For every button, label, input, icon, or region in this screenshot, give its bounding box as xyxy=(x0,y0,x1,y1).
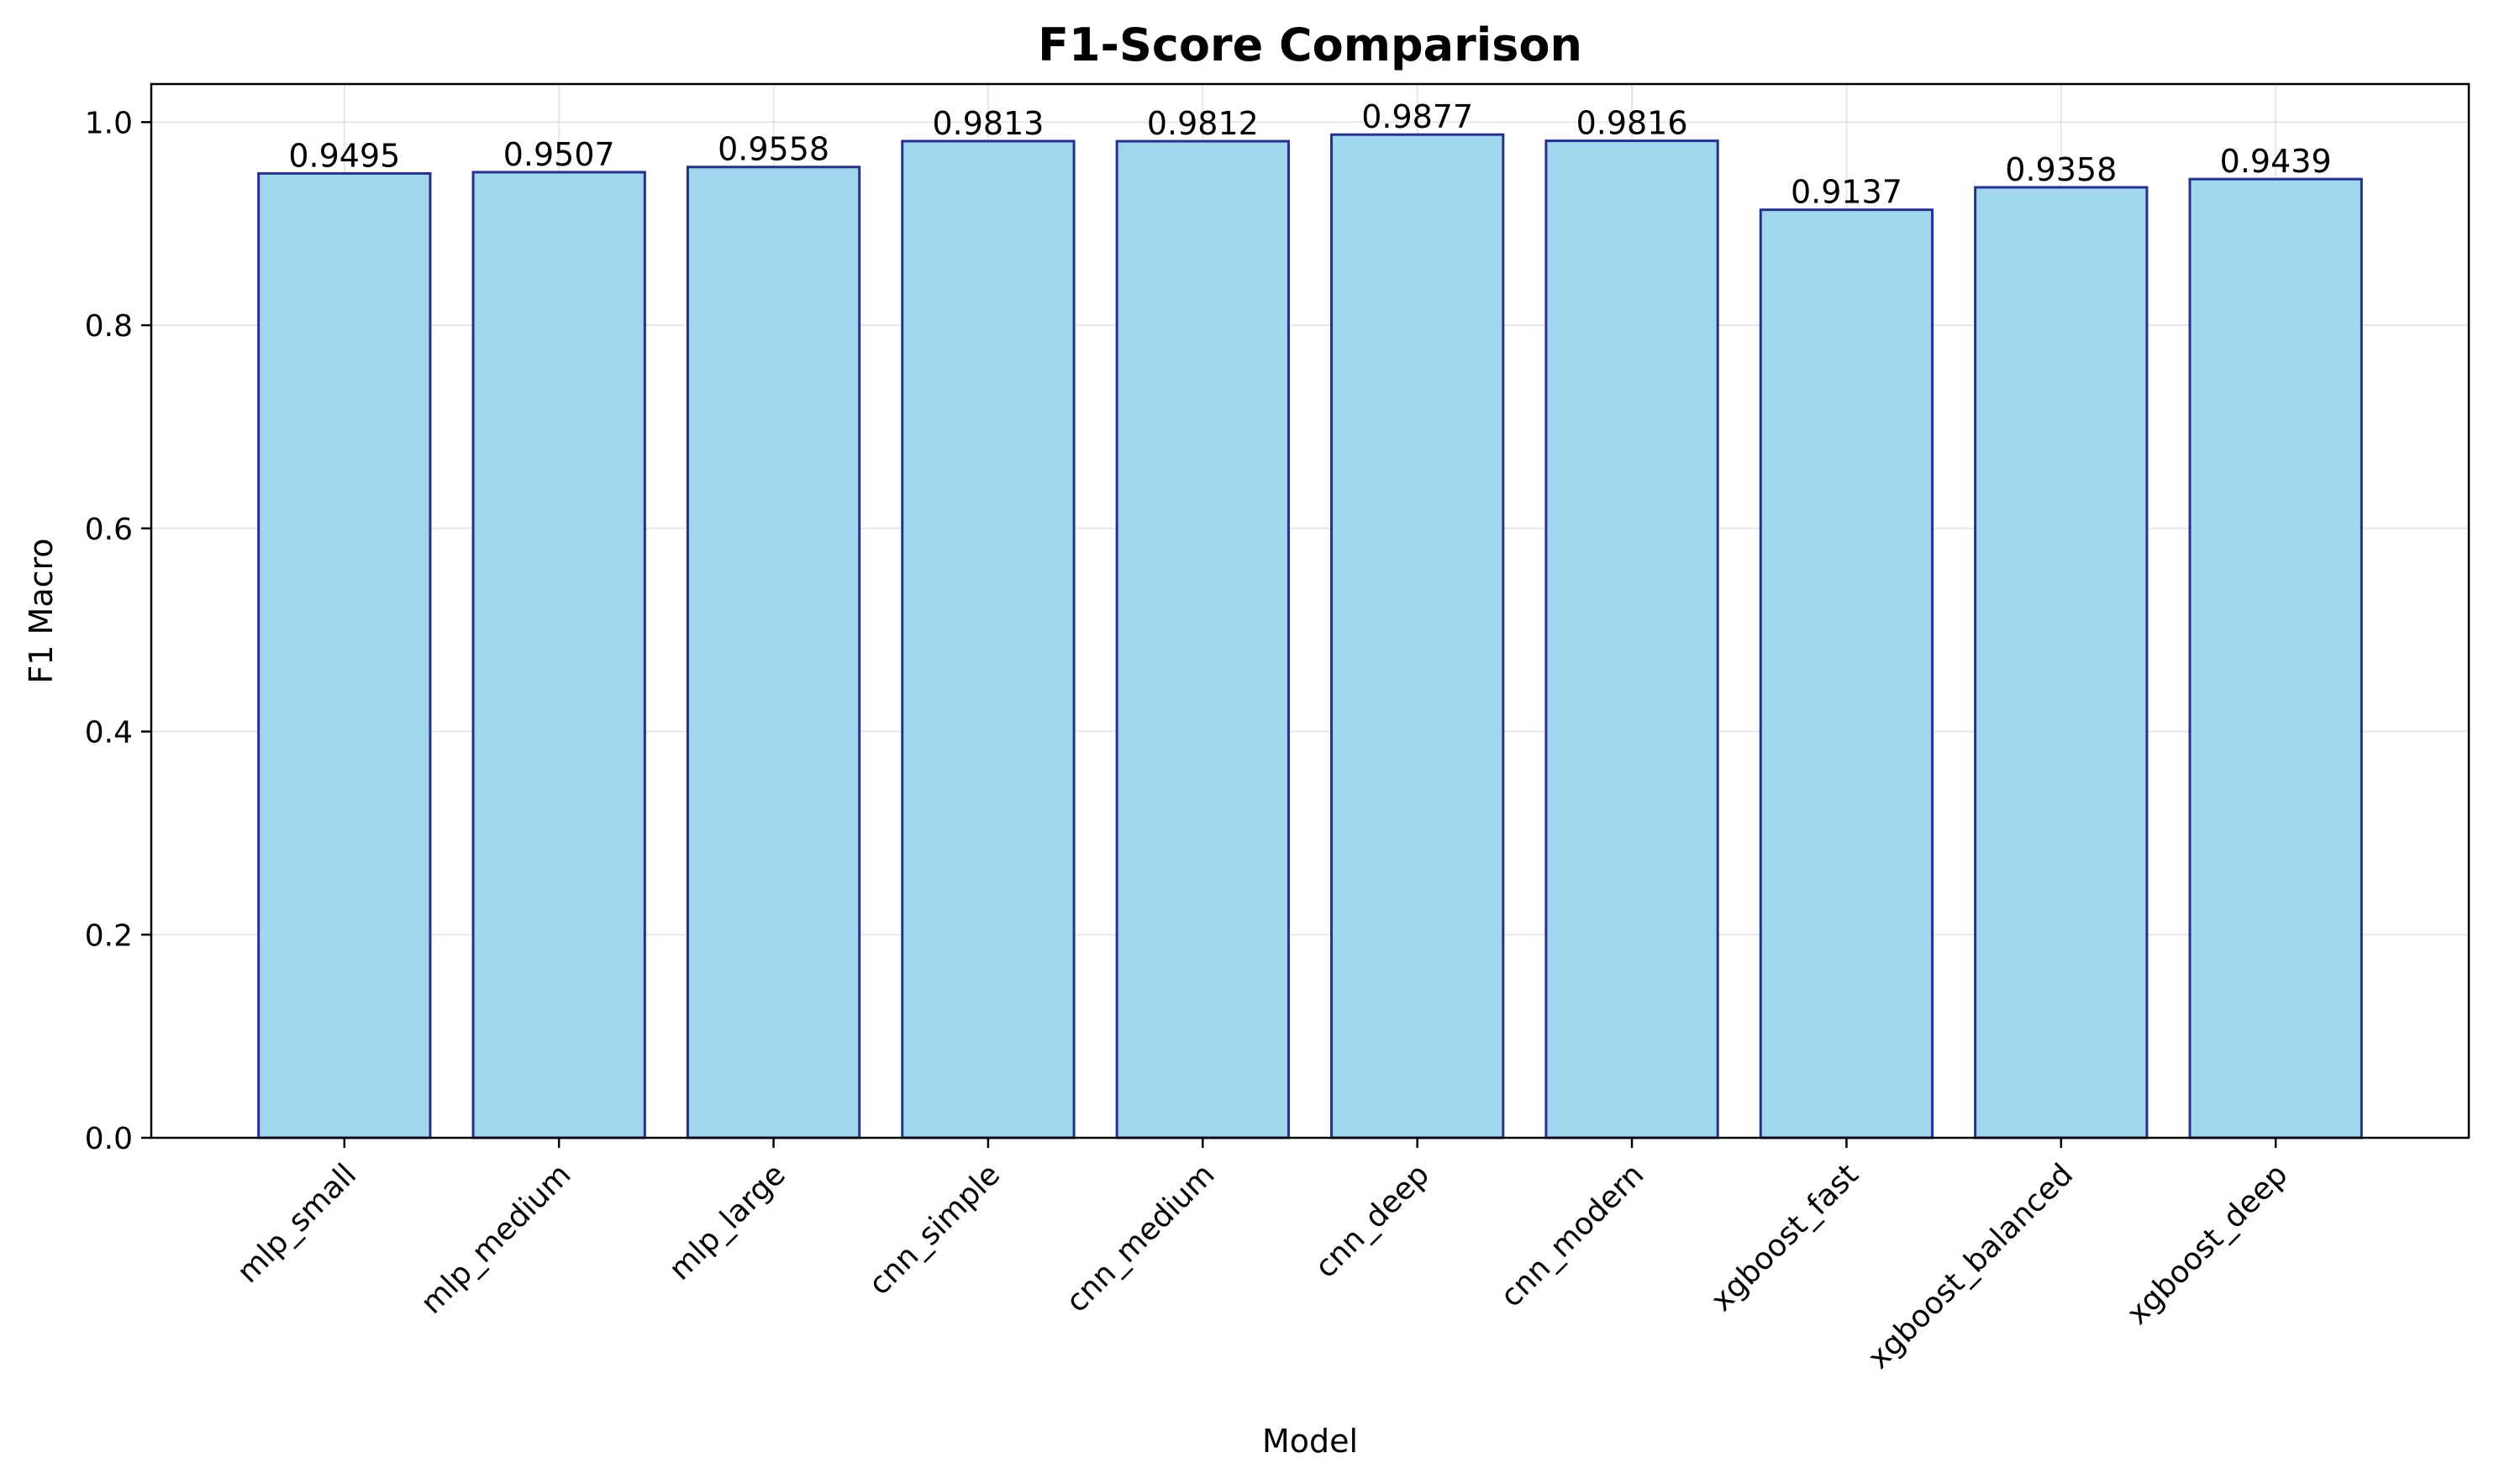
bar-xgboost_balanced xyxy=(1974,186,2149,1139)
y-axis-label: F1 Macro xyxy=(23,538,60,683)
data-label-cnn_deep: 0.9877 xyxy=(1361,98,1473,135)
y-tick-label: 0.8 xyxy=(85,309,133,344)
bars xyxy=(257,133,2363,1139)
chart-title: F1-Score Comparison xyxy=(1038,18,1582,71)
x-tick-label-cnn_modern: cnn_modern xyxy=(1494,1157,1650,1313)
data-label-mlp_large: 0.9558 xyxy=(718,131,829,168)
y-tick-label: 0.0 xyxy=(85,1122,133,1156)
x-tick-label-xgboost_fast: xgboost_fast xyxy=(1704,1157,1865,1318)
data-label-xgboost_deep: 0.9439 xyxy=(2220,143,2332,180)
x-tick-label-xgboost_balanced: xgboost_balanced xyxy=(1861,1157,2080,1376)
x-tick-label-mlp_medium: mlp_medium xyxy=(414,1157,577,1320)
y-tick-label: 0.2 xyxy=(85,918,133,953)
x-tick-label-cnn_deep: cnn_deep xyxy=(1308,1157,1436,1285)
bar-cnn_modern xyxy=(1544,139,1719,1139)
x-tick-label-xgboost_deep: xgboost_deep xyxy=(2120,1157,2294,1331)
data-label-xgboost_balanced: 0.9358 xyxy=(2005,151,2117,188)
data-label-mlp_small: 0.9495 xyxy=(288,137,400,174)
data-label-mlp_medium: 0.9507 xyxy=(503,136,615,173)
x-tick-label-cnn_simple: cnn_simple xyxy=(862,1157,1007,1302)
bar-xgboost_fast xyxy=(1759,208,1934,1139)
bar-mlp_large xyxy=(686,166,861,1139)
bar-mlp_medium xyxy=(471,171,646,1139)
data-label-xgboost_fast: 0.9137 xyxy=(1791,174,1902,211)
bar-cnn_deep xyxy=(1330,133,1505,1139)
bar-cnn_medium xyxy=(1115,139,1290,1139)
plot-frame xyxy=(150,82,2470,1139)
data-label-cnn_modern: 0.9816 xyxy=(1576,105,1688,142)
bar-mlp_small xyxy=(257,171,432,1139)
data-label-cnn_medium: 0.9812 xyxy=(1147,105,1259,142)
bar-xgboost_deep xyxy=(2188,177,2363,1139)
x-tick-label-cnn_medium: cnn_medium xyxy=(1060,1157,1222,1319)
y-tick-label: 1.0 xyxy=(85,106,133,140)
data-labels: 0.9495 0.9507 0.9558 0.9813 0.9812 0.9877 0.98… xyxy=(288,98,2331,210)
bar-cnn_simple xyxy=(901,139,1076,1139)
y-tick-label: 0.4 xyxy=(85,716,133,750)
x-axis-label: Model xyxy=(1262,1423,1358,1460)
x-tick-label-mlp_small: mlp_small xyxy=(231,1157,364,1290)
data-label-cnn_simple: 0.9813 xyxy=(932,105,1044,142)
y-tick-label: 0.6 xyxy=(85,513,133,547)
x-tick-label-mlp_large: mlp_large xyxy=(663,1157,792,1287)
